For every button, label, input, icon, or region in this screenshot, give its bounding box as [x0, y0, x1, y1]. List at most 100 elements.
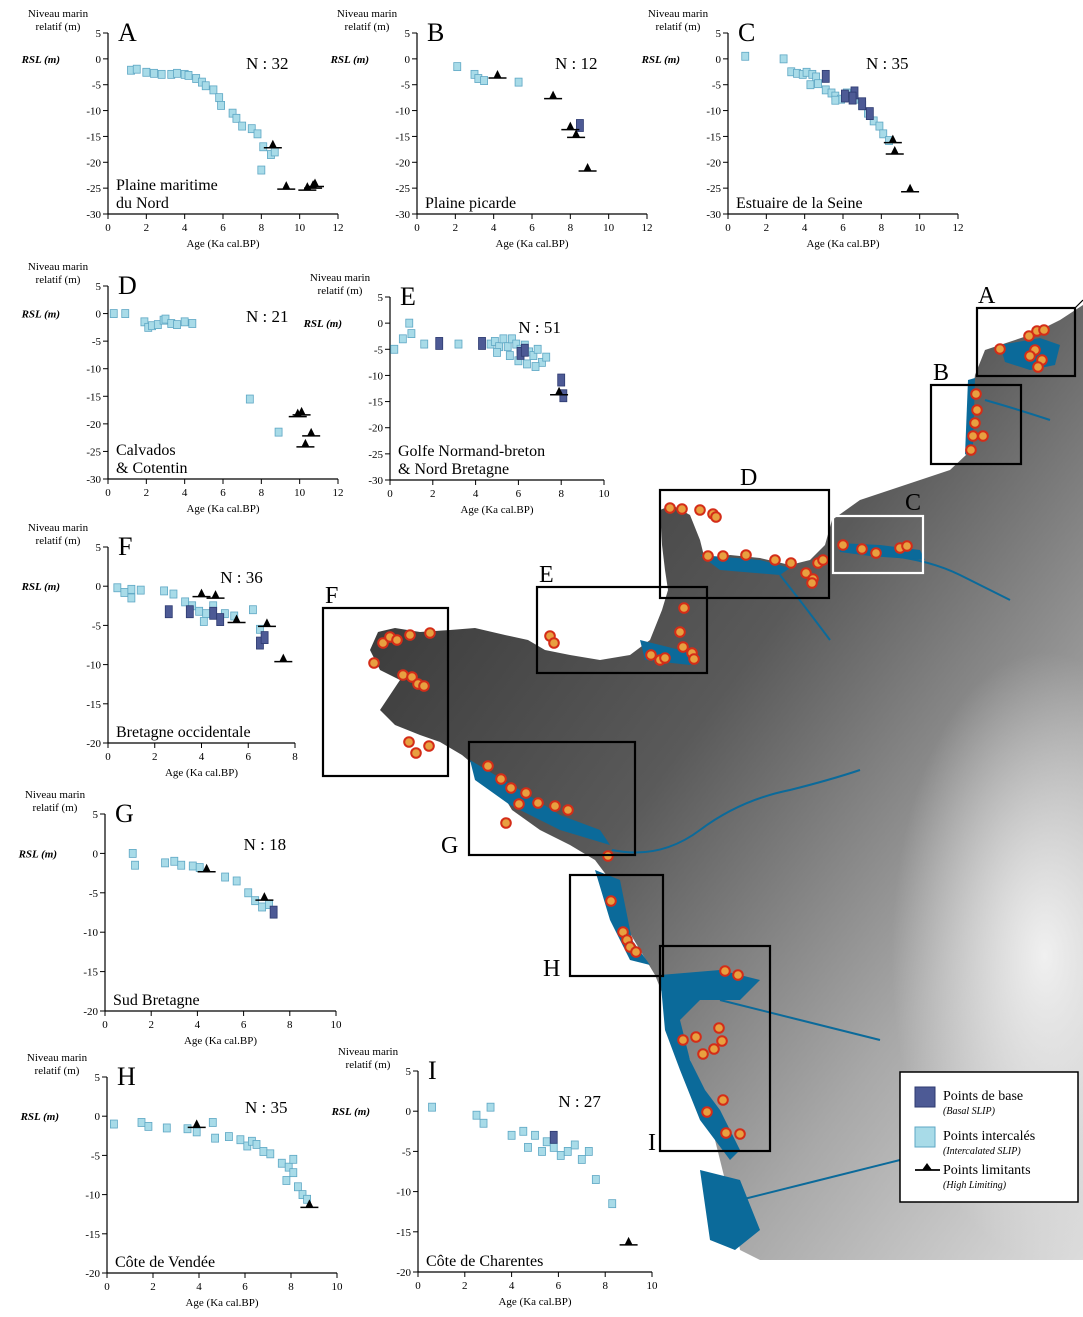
x-axis-label: Age (Ka cal.BP)	[186, 238, 259, 250]
y-tick-label: -10	[706, 106, 721, 118]
basal-point	[576, 119, 584, 132]
intercalated-point	[875, 121, 884, 131]
x-tick-label: 6	[241, 1019, 247, 1031]
map-box-g	[467, 740, 637, 857]
y-axis-label-line2: relatif (m)	[345, 21, 390, 33]
y-axis-label-line2: relatif (m)	[318, 285, 363, 297]
rsl-label: RSL (m)	[331, 1106, 370, 1118]
site-marker	[377, 637, 389, 649]
x-tick-label: 2	[150, 1281, 156, 1293]
intercalated-point	[188, 861, 197, 871]
x-tick-label: 6	[516, 488, 522, 500]
intercalated-point	[259, 142, 268, 152]
intercalated-point	[177, 860, 186, 870]
site-marker	[971, 404, 983, 416]
intercalated-point	[472, 1110, 481, 1120]
basal-point	[260, 631, 269, 644]
y-tick-label: -15	[85, 1229, 100, 1241]
intercalated-point	[238, 121, 247, 131]
intercalated-point	[209, 85, 218, 95]
x-tick-label: 6	[556, 1280, 562, 1292]
intercalated-point	[221, 872, 230, 882]
y-tick-label: 5	[716, 28, 722, 40]
site-marker	[678, 602, 690, 614]
x-tick-label: 4	[491, 222, 497, 234]
site-marker	[870, 547, 882, 559]
map-box-d	[658, 488, 831, 600]
x-tick-label: 10	[647, 1280, 659, 1292]
intercalated-point	[162, 1123, 171, 1133]
y-tick-label: -15	[86, 699, 101, 711]
basal-point	[185, 605, 194, 619]
region-label-line1: Côte de Vendée	[115, 1254, 215, 1271]
intercalated-point	[253, 129, 262, 139]
y-tick-label: -10	[86, 660, 101, 672]
y-tick-label: -25	[368, 449, 383, 461]
site-marker	[548, 637, 560, 649]
rsl-label: RSL (m)	[641, 54, 680, 66]
region-label-line1: Estuaire de la Seine	[736, 195, 863, 212]
intercalated-point	[814, 79, 822, 89]
site-marker	[965, 444, 977, 456]
region-label-line1: Golfe Normand-breton	[398, 443, 545, 460]
intercalated-point	[274, 427, 283, 437]
site-marker	[562, 804, 574, 816]
site-marker	[391, 634, 403, 646]
site-marker	[676, 503, 688, 515]
y-tick-label: 5	[95, 1072, 101, 1084]
x-tick-label: 2	[144, 222, 150, 234]
n-count-label: N : 32	[246, 54, 289, 73]
x-tick-label: 10	[599, 488, 611, 500]
limiting-point-triangle	[566, 121, 575, 130]
x-tick-label: 4	[182, 487, 188, 499]
x-tick-label: 10	[603, 222, 615, 234]
x-tick-label: 0	[102, 1019, 108, 1031]
map-box-h	[568, 873, 665, 978]
x-tick-label: 0	[105, 751, 111, 763]
intercalated-point	[531, 1130, 539, 1140]
basal-point	[435, 337, 444, 350]
intercalated-point	[486, 1102, 495, 1112]
x-axis-label: Age (Ka cal.BP)	[460, 504, 533, 516]
site-marker	[708, 1043, 720, 1055]
limiting-point-triangle	[549, 90, 558, 99]
map-box-label: F	[325, 583, 338, 609]
x-tick-label: 12	[333, 487, 344, 499]
intercalated-point	[224, 1132, 233, 1141]
limiting-point-triangle	[583, 163, 592, 172]
limiting-point-triangle	[890, 145, 899, 154]
intercalated-point	[249, 605, 257, 615]
y-axis-label-line2: relatif (m)	[35, 1065, 80, 1077]
site-marker	[994, 343, 1006, 355]
basal-point	[549, 1130, 558, 1144]
y-tick-label: 0	[95, 1111, 101, 1123]
x-tick-label: 8	[292, 751, 298, 763]
y-tick-label: -5	[712, 80, 722, 92]
n-count-label: N : 21	[246, 307, 289, 326]
limiting-point-triangle	[192, 1119, 201, 1128]
x-tick-label: 8	[602, 1280, 608, 1292]
intercalated-point	[113, 583, 122, 593]
x-tick-label: 8	[558, 488, 564, 500]
x-tick-label: 8	[568, 222, 574, 234]
x-tick-label: 10	[331, 1019, 343, 1031]
site-marker	[403, 736, 415, 748]
intercalated-point	[503, 342, 512, 352]
x-tick-label: 8	[259, 487, 265, 499]
n-count-label: N : 35	[866, 54, 909, 73]
intercalated-point	[236, 1135, 245, 1145]
site-marker	[720, 1127, 732, 1139]
y-tick-label: -15	[368, 397, 383, 409]
site-marker	[702, 550, 714, 562]
intercalated-point	[184, 71, 193, 80]
n-count-label: N : 36	[220, 568, 263, 587]
intercalated-point	[779, 54, 788, 64]
y-tick-label: -30	[86, 209, 101, 221]
y-tick-label: 5	[378, 292, 384, 304]
site-marker	[800, 567, 812, 579]
y-tick-label: 0	[93, 848, 99, 860]
y-tick-label: -5	[92, 80, 102, 92]
y-tick-label: 5	[96, 28, 102, 40]
intercalated-point	[480, 76, 488, 85]
intercalated-point	[741, 51, 750, 61]
